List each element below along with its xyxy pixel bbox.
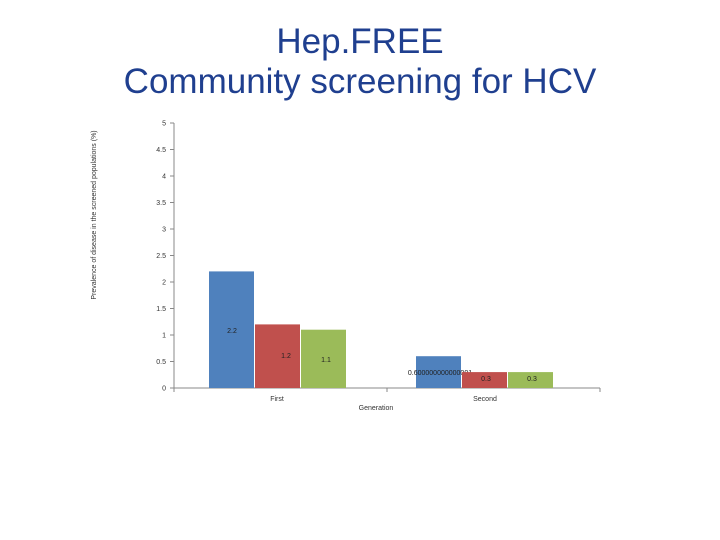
y-tick-label: 1.5 [156, 306, 166, 313]
slide-title-line-2: Community screening for HCV [123, 62, 597, 101]
bar-data-label: 1.2 [281, 353, 291, 360]
bar [508, 372, 553, 388]
y-axis-title: Prevalence of disease in the screened po… [91, 130, 98, 299]
bar [416, 356, 461, 388]
bar [301, 329, 346, 388]
y-tick-label: 5 [162, 121, 166, 128]
y-tick-label: 4.5 [156, 147, 166, 154]
bar [255, 324, 300, 388]
y-tick-label: 2.5 [156, 253, 166, 260]
y-tick-label: 0 [162, 386, 166, 393]
slide-title: Hep.FREE Community screening for HCV [0, 22, 720, 102]
bar-data-label: 2.2 [227, 328, 237, 335]
y-tick-label: 2 [162, 280, 166, 287]
x-category-label: Second [473, 396, 497, 403]
y-tick-label: 3.5 [156, 200, 166, 207]
y-tick-label: 3 [162, 227, 166, 234]
x-axis-title: Generation [359, 405, 394, 412]
y-tick-label: 0.5 [156, 359, 166, 366]
bar-data-label: 0.3 [527, 376, 537, 383]
bar [209, 271, 254, 388]
y-tick-label: 1 [162, 333, 166, 340]
bar-data-label: 1.1 [321, 357, 331, 364]
bar-data-label: 0.600000000000001 [408, 370, 472, 377]
y-tick-label: 4 [162, 174, 166, 181]
bar-data-label: 0.3 [481, 376, 491, 383]
bar [462, 372, 507, 388]
x-category-label: First [270, 396, 284, 403]
slide-title-line-1: Hep.FREE [276, 22, 444, 61]
